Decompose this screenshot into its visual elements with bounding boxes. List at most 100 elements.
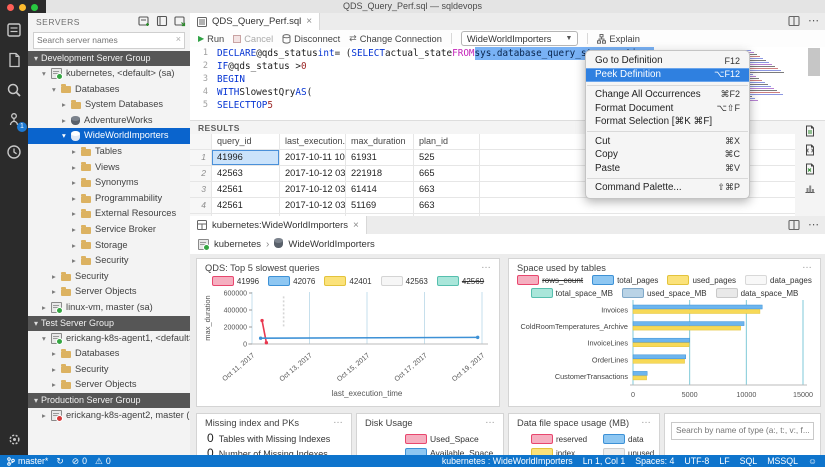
qds-legend-item[interactable]: 41996 — [211, 276, 259, 286]
menu-item[interactable]: Change All Occurrences ⌘F2 — [586, 88, 749, 102]
twisty-icon[interactable]: ▸ — [72, 162, 76, 172]
twisty-icon[interactable]: ▾ — [42, 69, 46, 78]
insight-item[interactable]: 0 Number of Missing Indexes — [207, 446, 351, 455]
save-as-csv-icon[interactable] — [804, 125, 816, 137]
server-group-header[interactable]: ▾ Development Server Group — [28, 51, 190, 66]
space-legend-item[interactable]: used_pages — [667, 275, 736, 285]
grid-cell[interactable]: 42561 — [212, 182, 280, 197]
space-legend-item[interactable]: total_space_MB — [530, 288, 613, 298]
qds-legend-item[interactable]: 42076 — [268, 276, 315, 286]
space-legend-item[interactable]: data_space_MB — [715, 288, 798, 298]
save-as-json-icon[interactable] — [804, 144, 816, 156]
grid-cell[interactable]: 41996 — [212, 150, 280, 165]
datafile-legend-item[interactable]: unused — [603, 448, 659, 455]
breadcrumb-database[interactable]: WideWorldImporters — [288, 238, 375, 250]
card-menu-icon[interactable]: … — [333, 415, 344, 426]
minimize-window-button[interactable] — [19, 4, 26, 11]
space-legend-item[interactable]: total_pages — [592, 275, 658, 285]
disk-legend-item[interactable]: Used_Space — [405, 434, 479, 444]
tree-item[interactable]: ▸ Service Broker — [28, 222, 190, 238]
twisty-icon[interactable]: ▸ — [52, 271, 56, 281]
status-item[interactable]: Ln 1, Col 1 — [582, 456, 626, 466]
tree-item[interactable]: ▸ Views — [28, 160, 190, 176]
column-header[interactable]: max_duration — [346, 134, 414, 149]
datafile-legend-item[interactable]: index — [531, 448, 603, 455]
grid-cell[interactable]: 221918 — [346, 166, 414, 181]
twisty-icon[interactable]: ▸ — [72, 209, 76, 219]
feedback-smiley-icon[interactable]: ☺ — [808, 456, 817, 466]
tree-item[interactable]: ▸ Security — [28, 269, 190, 285]
code-line[interactable]: 3 BEGIN — [190, 73, 825, 86]
explorer-icon[interactable] — [5, 51, 23, 69]
menu-item[interactable]: Paste ⌘V — [586, 162, 749, 176]
grid-cell[interactable]: 61414 — [346, 182, 414, 197]
status-item[interactable]: Spaces: 4 — [635, 456, 675, 466]
tree-item[interactable]: ▸ Storage — [28, 238, 190, 254]
search-icon[interactable] — [5, 81, 23, 99]
column-header[interactable]: last_execution... — [280, 134, 346, 149]
menu-item[interactable]: Format Selection [⌘K ⌘F] — [586, 115, 749, 129]
grid-cell[interactable]: 42561 — [212, 198, 280, 213]
tree-item[interactable]: ▾ WideWorldImporters — [28, 128, 190, 144]
tree-item[interactable]: ▸ Server Objects — [28, 377, 190, 393]
menu-item[interactable]: Command Palette... ⇧⌘P — [586, 181, 749, 195]
tree-item[interactable]: ▸ Server Objects — [28, 284, 190, 300]
grid-cell[interactable]: 663 — [414, 182, 480, 197]
status-item[interactable]: MSSQL — [767, 456, 799, 466]
twisty-icon[interactable]: ▸ — [62, 115, 66, 125]
space-legend-item[interactable]: data_pages — [745, 275, 812, 285]
close-window-button[interactable] — [7, 4, 14, 11]
tree-item[interactable]: ▾ Databases — [28, 82, 190, 98]
space-legend-item[interactable]: rows_count — [517, 275, 583, 285]
code-line[interactable]: 5 SELECT TOP 5 — [190, 99, 825, 112]
code-line[interactable]: 4 WITH SlowestQry AS( — [190, 86, 825, 99]
sync-item[interactable]: ↻ — [56, 456, 63, 467]
cancel-button[interactable]: Cancel — [233, 34, 273, 44]
breadcrumb-server[interactable]: kubernetes — [214, 238, 262, 250]
tree-item[interactable]: ▸ Synonyms — [28, 175, 190, 191]
tree-item[interactable]: ▸ AdventureWorks — [28, 113, 190, 129]
twisty-icon[interactable]: ▸ — [72, 224, 76, 234]
datafile-legend-item[interactable]: data — [603, 434, 659, 444]
editor-more-actions-icon[interactable]: ⋯ — [808, 15, 819, 27]
twisty-icon[interactable]: ▸ — [42, 302, 46, 312]
zoom-window-button[interactable] — [31, 4, 38, 11]
editor-scrollbar[interactable] — [808, 48, 820, 76]
twisty-icon[interactable]: ▾ — [42, 333, 46, 343]
tree-item[interactable]: ▸ External Resources — [28, 206, 190, 222]
split-editor-icon[interactable] — [788, 15, 800, 28]
dashboard-more-actions-icon[interactable]: ⋯ — [808, 219, 819, 231]
tab-qds-query-perf[interactable]: QDS_Query_Perf.sql × — [190, 13, 321, 30]
close-dashboard-tab-icon[interactable]: × — [353, 219, 359, 231]
grid-cell[interactable]: 525 — [414, 150, 480, 165]
twisty-icon[interactable]: ▸ — [52, 364, 56, 374]
twisty-icon[interactable]: ▸ — [72, 146, 76, 156]
disconnect-button[interactable]: Disconnect — [282, 34, 340, 44]
git-branch-item[interactable]: master* — [7, 456, 48, 466]
status-item[interactable]: SQL — [739, 456, 758, 466]
server-group-header[interactable]: ▾ Test Server Group — [28, 315, 190, 331]
grid-cell[interactable]: 51169 — [346, 198, 414, 213]
grid-cell[interactable]: 2017-10-12 03... — [280, 198, 346, 213]
grid-cell[interactable]: 61931 — [346, 150, 414, 165]
new-server-group-icon[interactable] — [156, 15, 168, 27]
menu-item[interactable]: Go to Definition F12 — [586, 54, 749, 68]
database-dropdown[interactable]: WideWorldImporters ▼ — [460, 31, 579, 46]
status-item[interactable]: LF — [719, 456, 730, 466]
view-as-chart-icon[interactable] — [804, 182, 816, 194]
new-connection-icon[interactable] — [138, 15, 150, 27]
tree-item[interactable]: ▸ Security — [28, 253, 190, 269]
history-icon[interactable] — [5, 143, 23, 161]
object-search-input[interactable] — [672, 423, 813, 437]
menu-item[interactable]: Cut ⌘X — [586, 135, 749, 149]
tree-item[interactable]: ▸ erickang-k8s-agent2, master (sa) — [28, 408, 190, 424]
grid-cell[interactable]: 2017-10-12 03... — [280, 182, 346, 197]
tab-dashboard[interactable]: kubernetes:WideWorldImporters × — [190, 216, 367, 234]
close-tab-icon[interactable]: × — [306, 16, 313, 27]
server-group-header[interactable]: ▾ Production Server Group — [28, 392, 190, 408]
split-editor-icon[interactable] — [788, 219, 800, 232]
grid-cell[interactable]: 42563 — [212, 166, 280, 181]
menu-item[interactable]: Format Document ⌥⇧F — [586, 102, 749, 116]
twisty-icon[interactable]: ▸ — [72, 256, 76, 266]
datafile-legend-item[interactable]: reserved — [531, 434, 603, 444]
